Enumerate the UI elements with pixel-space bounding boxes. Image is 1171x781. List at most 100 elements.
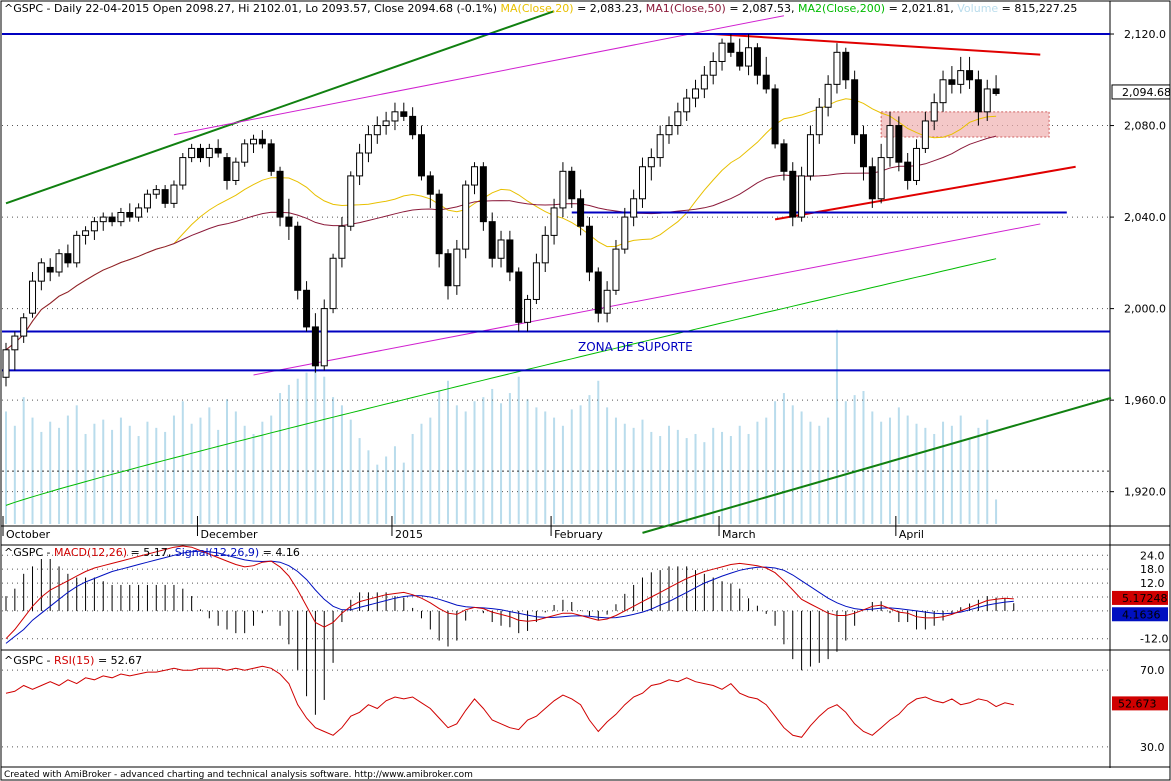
candle bbox=[895, 116, 903, 172]
candle-body bbox=[90, 221, 98, 232]
volume-bar bbox=[729, 436, 732, 524]
candle-body bbox=[294, 225, 302, 291]
candle-body bbox=[205, 147, 213, 159]
volume-bar bbox=[473, 401, 476, 524]
candle bbox=[400, 102, 408, 121]
candle-body bbox=[736, 51, 744, 67]
rsi-value-marker bbox=[1112, 696, 1168, 711]
candle-body bbox=[108, 216, 116, 223]
candle bbox=[117, 207, 125, 227]
volume-bar bbox=[553, 417, 556, 524]
resistance-zone bbox=[880, 111, 1050, 138]
volume-bar bbox=[668, 425, 670, 524]
candle-body bbox=[630, 198, 638, 218]
candle-body bbox=[250, 138, 258, 145]
volume-bar bbox=[367, 450, 370, 524]
candle bbox=[497, 230, 505, 268]
candle-body bbox=[789, 170, 797, 218]
volume-bar bbox=[279, 393, 282, 524]
candle-body bbox=[338, 225, 346, 259]
candle bbox=[550, 198, 558, 245]
candle bbox=[223, 153, 231, 190]
volume-bar bbox=[924, 427, 927, 524]
volume-bar bbox=[809, 421, 812, 524]
candle bbox=[453, 239, 461, 295]
volume-bar bbox=[102, 419, 105, 524]
macd-header-sep: - bbox=[43, 546, 54, 559]
candle bbox=[20, 313, 28, 343]
candle-body bbox=[214, 147, 222, 154]
y-tick-label: 2,000.0 bbox=[1124, 303, 1166, 316]
candle bbox=[541, 226, 549, 272]
candle bbox=[11, 331, 19, 371]
volume-bar bbox=[950, 425, 953, 524]
candle-body bbox=[771, 88, 779, 145]
candle-body bbox=[426, 175, 434, 195]
candle-body bbox=[400, 111, 408, 117]
volume-bar bbox=[261, 421, 264, 524]
candle-body bbox=[170, 184, 178, 204]
candle bbox=[108, 212, 116, 227]
candle-body bbox=[329, 257, 337, 310]
rsi-header-label: RSI(15) bbox=[54, 654, 94, 667]
candle-body bbox=[913, 147, 921, 181]
candle-body bbox=[232, 161, 240, 181]
volume-bar bbox=[500, 403, 503, 524]
candle-body bbox=[46, 266, 54, 273]
candle-body bbox=[974, 79, 982, 113]
volume-bar bbox=[411, 433, 414, 524]
candle-body bbox=[753, 47, 761, 76]
volume-bar bbox=[190, 423, 193, 524]
candle bbox=[329, 253, 337, 314]
candle bbox=[347, 171, 355, 231]
volume-bar bbox=[774, 401, 777, 524]
candle-body bbox=[762, 74, 770, 90]
candle bbox=[444, 249, 452, 300]
candle-body bbox=[709, 60, 717, 76]
candle bbox=[462, 180, 470, 259]
candle bbox=[267, 139, 275, 176]
candle bbox=[382, 111, 390, 135]
candle-body bbox=[806, 134, 814, 177]
candle-body bbox=[559, 170, 567, 209]
header-ohlc: - Daily 22-04-2015 Open 2098.27, Hi 2102… bbox=[43, 2, 500, 15]
volume-bar bbox=[880, 421, 883, 524]
candle-body bbox=[462, 184, 470, 250]
ma200-line bbox=[5, 258, 997, 506]
volume-bar bbox=[234, 411, 237, 524]
volume-bar bbox=[111, 429, 114, 524]
volume-bar bbox=[561, 425, 564, 524]
candle-body bbox=[117, 212, 125, 223]
candle bbox=[55, 249, 63, 277]
rsi-pane: 70.0 30.0 52.673 bbox=[2, 664, 1168, 754]
x-tick-label: December bbox=[200, 528, 258, 541]
volume-bar bbox=[482, 397, 485, 524]
candle bbox=[612, 239, 620, 295]
signal-header-value: = 4.16 bbox=[259, 546, 300, 559]
candle bbox=[594, 267, 602, 323]
volume-bar bbox=[588, 395, 591, 524]
macd-value-marker bbox=[1112, 590, 1168, 605]
volume-bar bbox=[332, 397, 335, 524]
candle-body bbox=[815, 106, 823, 136]
candle-body bbox=[842, 51, 850, 81]
header-volume-value: = 815,227.25 bbox=[998, 2, 1077, 15]
volume-bar bbox=[818, 425, 821, 524]
candle bbox=[859, 125, 867, 181]
candle bbox=[886, 111, 894, 167]
candle-body bbox=[20, 317, 28, 337]
volume-bar bbox=[959, 415, 962, 524]
volume-bar bbox=[862, 391, 865, 524]
candle bbox=[417, 125, 425, 181]
volume-bar bbox=[5, 411, 7, 524]
volume-bar bbox=[782, 393, 785, 524]
signal-value-marker bbox=[1112, 607, 1168, 622]
candle bbox=[877, 143, 885, 204]
volume-bar bbox=[13, 425, 16, 524]
candle bbox=[82, 226, 90, 245]
candle-body bbox=[364, 134, 372, 154]
volume-bar bbox=[738, 425, 741, 524]
candle-body bbox=[585, 225, 593, 273]
candle-body bbox=[135, 207, 143, 218]
